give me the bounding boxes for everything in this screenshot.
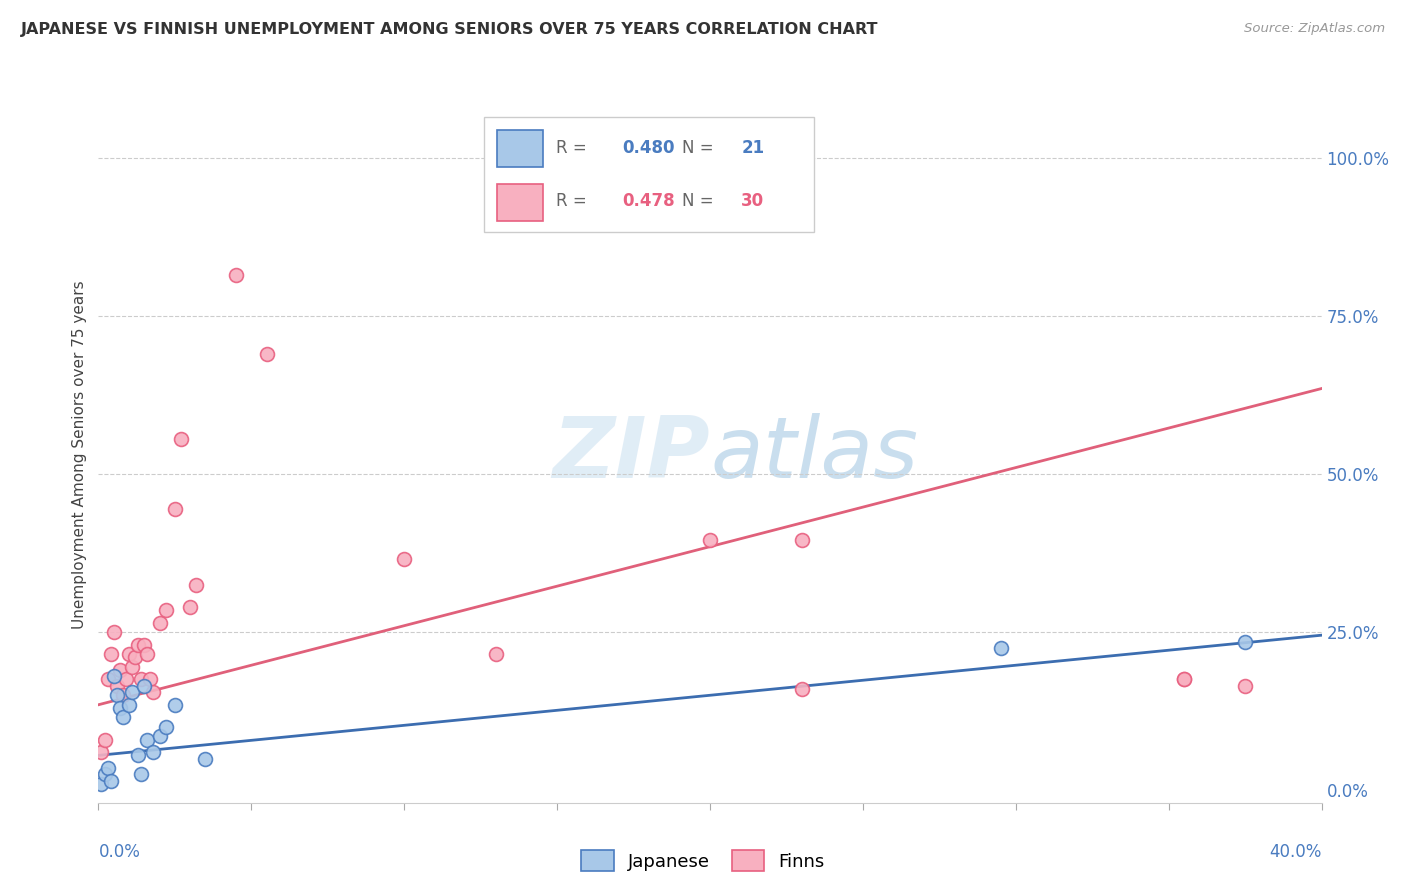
Point bbox=[124, 650, 146, 665]
Text: Source: ZipAtlas.com: Source: ZipAtlas.com bbox=[1244, 22, 1385, 36]
Point bbox=[111, 688, 134, 702]
Point bbox=[1173, 673, 1195, 687]
Point bbox=[485, 647, 508, 661]
Point bbox=[129, 767, 152, 781]
Point bbox=[97, 761, 120, 775]
Point bbox=[105, 688, 128, 702]
Point bbox=[186, 577, 208, 591]
Point bbox=[115, 673, 138, 687]
Y-axis label: Unemployment Among Seniors over 75 years: Unemployment Among Seniors over 75 years bbox=[72, 281, 87, 629]
Point bbox=[129, 673, 152, 687]
Text: atlas: atlas bbox=[710, 413, 918, 497]
Point bbox=[127, 748, 149, 763]
Point bbox=[256, 347, 278, 361]
Point bbox=[1234, 634, 1257, 648]
Point bbox=[790, 681, 813, 696]
Point bbox=[155, 720, 177, 734]
Point bbox=[93, 732, 115, 747]
Point bbox=[1173, 673, 1195, 687]
Point bbox=[134, 679, 156, 693]
Point bbox=[103, 669, 125, 683]
Point bbox=[142, 685, 165, 699]
Point bbox=[163, 698, 186, 712]
Text: JAPANESE VS FINNISH UNEMPLOYMENT AMONG SENIORS OVER 75 YEARS CORRELATION CHART: JAPANESE VS FINNISH UNEMPLOYMENT AMONG S… bbox=[21, 22, 879, 37]
Legend: Japanese, Finns: Japanese, Finns bbox=[574, 843, 832, 879]
Point bbox=[121, 660, 143, 674]
Point bbox=[108, 701, 131, 715]
Point bbox=[163, 501, 186, 516]
Point bbox=[170, 432, 193, 446]
Point bbox=[392, 552, 416, 566]
Point bbox=[90, 745, 112, 759]
Point bbox=[121, 685, 143, 699]
Point bbox=[149, 730, 172, 744]
Point bbox=[155, 603, 177, 617]
Point bbox=[127, 638, 149, 652]
Text: 0.0%: 0.0% bbox=[98, 843, 141, 861]
Text: ZIP: ZIP bbox=[553, 413, 710, 497]
Point bbox=[90, 777, 112, 791]
Point bbox=[134, 638, 156, 652]
Point bbox=[118, 647, 141, 661]
Point bbox=[699, 533, 721, 548]
Point bbox=[93, 767, 115, 781]
Text: 40.0%: 40.0% bbox=[1270, 843, 1322, 861]
Point bbox=[136, 647, 159, 661]
Point bbox=[990, 640, 1012, 655]
Point bbox=[111, 710, 134, 724]
Point bbox=[225, 268, 247, 282]
Point bbox=[118, 698, 141, 712]
Point bbox=[179, 599, 201, 614]
Point bbox=[790, 533, 813, 548]
Point bbox=[108, 663, 131, 677]
Point bbox=[1234, 679, 1257, 693]
Point bbox=[105, 679, 128, 693]
Point bbox=[149, 615, 172, 630]
Point bbox=[139, 673, 162, 687]
Point bbox=[142, 745, 165, 759]
Point bbox=[136, 732, 159, 747]
Point bbox=[100, 773, 122, 788]
Point bbox=[103, 625, 125, 640]
Point bbox=[97, 673, 120, 687]
Point bbox=[194, 751, 217, 765]
Point bbox=[100, 647, 122, 661]
